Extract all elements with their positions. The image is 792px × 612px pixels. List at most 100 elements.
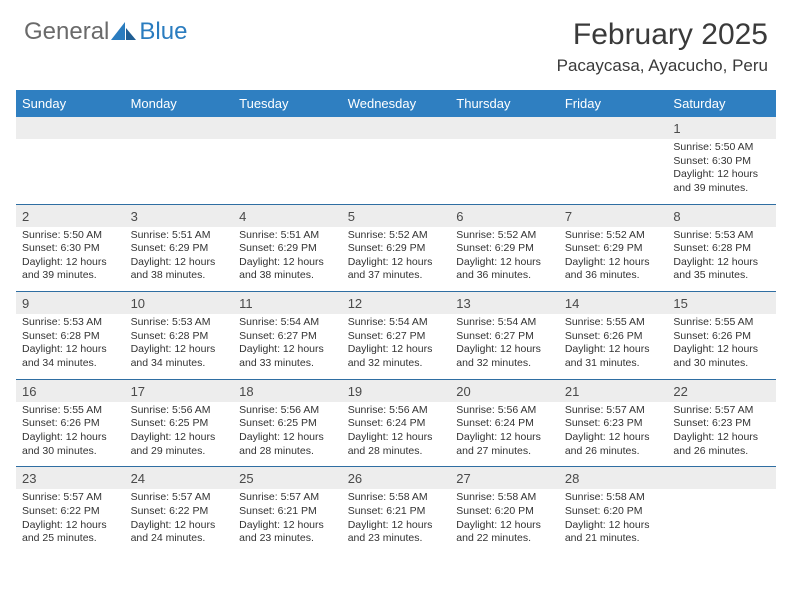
day-info-line: Sunset: 6:20 PM	[456, 505, 553, 519]
day-number: 14	[559, 292, 668, 314]
day-info-line: Sunset: 6:22 PM	[22, 505, 119, 519]
day-cell	[450, 139, 559, 204]
day-number: 9	[16, 292, 125, 314]
day-cell: Sunrise: 5:55 AMSunset: 6:26 PMDaylight:…	[16, 402, 125, 467]
day-cell: Sunrise: 5:58 AMSunset: 6:20 PMDaylight:…	[450, 489, 559, 554]
day-info-line: Daylight: 12 hours and 32 minutes.	[348, 343, 445, 370]
day-number	[342, 117, 451, 139]
day-cell: Sunrise: 5:57 AMSunset: 6:22 PMDaylight:…	[16, 489, 125, 554]
day-number	[125, 117, 234, 139]
day-info-line: Daylight: 12 hours and 39 minutes.	[673, 168, 770, 195]
weekday-header-row: SundayMondayTuesdayWednesdayThursdayFrid…	[16, 90, 776, 117]
day-number: 12	[342, 292, 451, 314]
calendar-weeks: 1Sunrise: 5:50 AMSunset: 6:30 PMDaylight…	[16, 117, 776, 554]
day-cell: Sunrise: 5:57 AMSunset: 6:23 PMDaylight:…	[559, 402, 668, 467]
day-number: 5	[342, 205, 451, 227]
day-info-line: Sunrise: 5:55 AM	[565, 316, 662, 330]
day-info-line: Sunrise: 5:56 AM	[456, 404, 553, 418]
day-info-line: Sunrise: 5:52 AM	[456, 229, 553, 243]
day-info-line: Daylight: 12 hours and 26 minutes.	[565, 431, 662, 458]
day-info-line: Sunset: 6:26 PM	[673, 330, 770, 344]
calendar: SundayMondayTuesdayWednesdayThursdayFrid…	[16, 90, 776, 554]
day-info-line: Sunset: 6:24 PM	[348, 417, 445, 431]
month-title: February 2025	[557, 18, 768, 52]
day-info-line: Sunrise: 5:53 AM	[22, 316, 119, 330]
day-number: 22	[667, 380, 776, 402]
day-info-line: Sunset: 6:26 PM	[565, 330, 662, 344]
day-number: 24	[125, 467, 234, 489]
day-info-line: Sunrise: 5:58 AM	[565, 491, 662, 505]
weekday-header: Monday	[125, 90, 234, 117]
location-subtitle: Pacaycasa, Ayacucho, Peru	[557, 56, 768, 76]
day-number	[667, 467, 776, 489]
day-info-line: Sunset: 6:25 PM	[131, 417, 228, 431]
day-body-row: Sunrise: 5:50 AMSunset: 6:30 PMDaylight:…	[16, 139, 776, 204]
day-cell: Sunrise: 5:58 AMSunset: 6:20 PMDaylight:…	[559, 489, 668, 554]
day-cell	[125, 139, 234, 204]
day-info-line: Daylight: 12 hours and 34 minutes.	[22, 343, 119, 370]
day-info-line: Daylight: 12 hours and 28 minutes.	[348, 431, 445, 458]
day-info-line: Sunset: 6:21 PM	[348, 505, 445, 519]
day-info-line: Sunrise: 5:57 AM	[565, 404, 662, 418]
day-cell: Sunrise: 5:53 AMSunset: 6:28 PMDaylight:…	[667, 227, 776, 292]
day-number: 26	[342, 467, 451, 489]
day-info-line: Sunrise: 5:56 AM	[348, 404, 445, 418]
day-info-line: Daylight: 12 hours and 36 minutes.	[456, 256, 553, 283]
day-info-line: Sunrise: 5:58 AM	[456, 491, 553, 505]
day-info-line: Sunset: 6:23 PM	[565, 417, 662, 431]
day-info-line: Sunset: 6:26 PM	[22, 417, 119, 431]
day-cell: Sunrise: 5:52 AMSunset: 6:29 PMDaylight:…	[450, 227, 559, 292]
day-number: 20	[450, 380, 559, 402]
day-info-line: Sunset: 6:30 PM	[673, 155, 770, 169]
day-info-line: Daylight: 12 hours and 36 minutes.	[565, 256, 662, 283]
day-cell: Sunrise: 5:54 AMSunset: 6:27 PMDaylight:…	[342, 314, 451, 379]
day-body-row: Sunrise: 5:55 AMSunset: 6:26 PMDaylight:…	[16, 402, 776, 467]
day-info-line: Sunset: 6:22 PM	[131, 505, 228, 519]
day-info-line: Sunrise: 5:52 AM	[565, 229, 662, 243]
day-cell: Sunrise: 5:56 AMSunset: 6:24 PMDaylight:…	[342, 402, 451, 467]
day-info-line: Daylight: 12 hours and 26 minutes.	[673, 431, 770, 458]
day-cell: Sunrise: 5:56 AMSunset: 6:24 PMDaylight:…	[450, 402, 559, 467]
day-number-row: 1	[16, 117, 776, 139]
header: General Blue February 2025 Pacaycasa, Ay…	[0, 0, 792, 84]
day-number-row: 16171819202122	[16, 379, 776, 402]
day-cell	[667, 489, 776, 554]
day-cell	[342, 139, 451, 204]
day-number: 4	[233, 205, 342, 227]
day-info-line: Sunset: 6:27 PM	[456, 330, 553, 344]
day-number: 10	[125, 292, 234, 314]
day-cell: Sunrise: 5:56 AMSunset: 6:25 PMDaylight:…	[125, 402, 234, 467]
day-cell: Sunrise: 5:54 AMSunset: 6:27 PMDaylight:…	[450, 314, 559, 379]
day-info-line: Daylight: 12 hours and 28 minutes.	[239, 431, 336, 458]
day-info-line: Sunrise: 5:54 AM	[239, 316, 336, 330]
day-cell: Sunrise: 5:50 AMSunset: 6:30 PMDaylight:…	[16, 227, 125, 292]
day-cell: Sunrise: 5:50 AMSunset: 6:30 PMDaylight:…	[667, 139, 776, 204]
day-cell: Sunrise: 5:52 AMSunset: 6:29 PMDaylight:…	[559, 227, 668, 292]
day-info-line: Sunset: 6:29 PM	[239, 242, 336, 256]
day-info-line: Sunset: 6:28 PM	[673, 242, 770, 256]
day-number: 8	[667, 205, 776, 227]
day-number: 18	[233, 380, 342, 402]
title-block: February 2025 Pacaycasa, Ayacucho, Peru	[557, 18, 768, 76]
day-info-line: Sunset: 6:27 PM	[348, 330, 445, 344]
day-info-line: Sunset: 6:28 PM	[131, 330, 228, 344]
day-info-line: Sunrise: 5:53 AM	[131, 316, 228, 330]
day-number	[559, 117, 668, 139]
day-info-line: Daylight: 12 hours and 32 minutes.	[456, 343, 553, 370]
day-info-line: Sunrise: 5:57 AM	[22, 491, 119, 505]
day-info-line: Sunrise: 5:56 AM	[131, 404, 228, 418]
brand-logo: General Blue	[24, 18, 187, 46]
brand-sail-icon	[111, 22, 137, 42]
day-info-line: Sunset: 6:28 PM	[22, 330, 119, 344]
day-info-line: Sunset: 6:27 PM	[239, 330, 336, 344]
day-cell: Sunrise: 5:55 AMSunset: 6:26 PMDaylight:…	[667, 314, 776, 379]
day-info-line: Sunset: 6:21 PM	[239, 505, 336, 519]
day-info-line: Sunrise: 5:57 AM	[131, 491, 228, 505]
day-cell	[233, 139, 342, 204]
day-info-line: Sunset: 6:29 PM	[565, 242, 662, 256]
day-info-line: Sunrise: 5:54 AM	[456, 316, 553, 330]
day-info-line: Daylight: 12 hours and 34 minutes.	[131, 343, 228, 370]
day-cell: Sunrise: 5:57 AMSunset: 6:23 PMDaylight:…	[667, 402, 776, 467]
day-cell: Sunrise: 5:52 AMSunset: 6:29 PMDaylight:…	[342, 227, 451, 292]
day-info-line: Daylight: 12 hours and 22 minutes.	[456, 519, 553, 546]
